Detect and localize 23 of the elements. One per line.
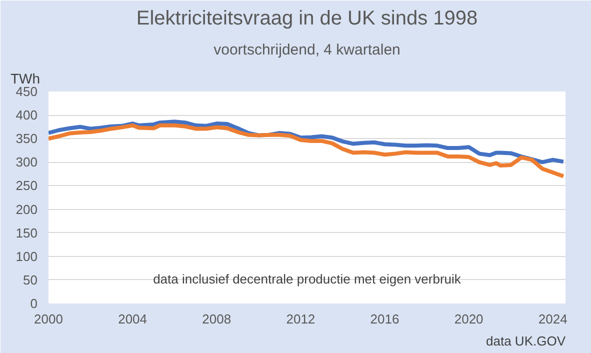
x-tick-label: 2024 [538, 312, 568, 326]
x-tick-label: 2004 [118, 312, 148, 326]
x-tick-label: 2000 [34, 312, 63, 326]
annotation: data inclusief decentrale productie met eigen verbruik [153, 272, 462, 287]
y-tick-label: 400 [16, 108, 38, 123]
x-tick-label: 2020 [454, 312, 484, 326]
y-tick-label: 200 [16, 202, 38, 217]
y-tick-label: 300 [16, 154, 38, 170]
y-tick-label: 350 [16, 131, 38, 146]
x-tick-label: 2012 [286, 312, 316, 326]
y-tick-label: 450 [16, 84, 38, 99]
x-tick-label: 2008 [202, 312, 232, 326]
y-tick-label: 0 [30, 296, 38, 311]
x-tick-label: 2016 [370, 312, 400, 326]
text: data UK.GOV [486, 334, 566, 348]
y-tick-label: 50 [23, 272, 38, 288]
y-tick-label: 150 [16, 225, 38, 240]
y-tick-label: 250 [16, 178, 38, 194]
y-axis-title: TWh [10, 70, 40, 86]
chart-title: Elektriciteitsvraag in de UK sinds 1998 [136, 8, 478, 30]
y-tick-label: 100 [16, 248, 38, 264]
line-series [48, 123, 566, 178]
chart-subtitle: voortschrijdend, 4 kwartalen [214, 42, 400, 58]
